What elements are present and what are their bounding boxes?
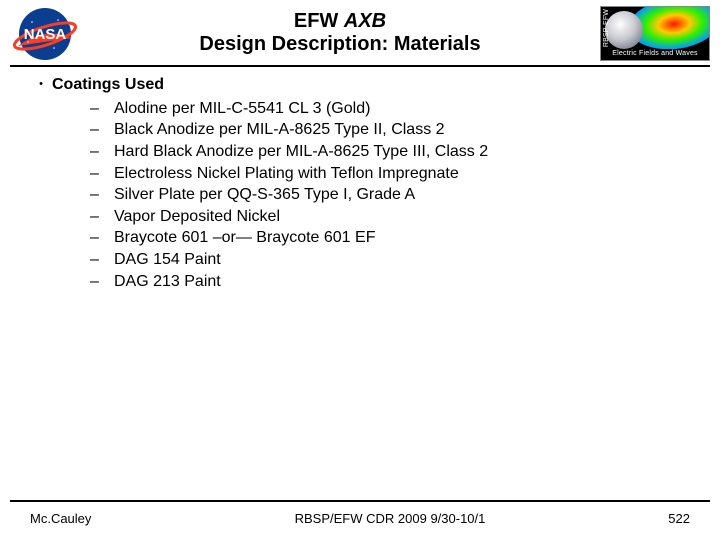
list-item: –Electroless Nickel Plating with Teflon … [90, 163, 690, 185]
footer-event: RBSP/EFW CDR 2009 9/30-10/1 [150, 511, 630, 526]
list-item: –Silver Plate per QQ-S-365 Type I, Grade… [90, 184, 690, 206]
list-item: –Hard Black Anodize per MIL-A-8625 Type … [90, 141, 690, 163]
list-item-text: Alodine per MIL-C-5541 CL 3 (Gold) [114, 98, 370, 120]
dash-mark: – [90, 206, 114, 228]
nasa-logo-text: NASA [24, 26, 67, 43]
rbsp-caption: Electric Fields and Waves [601, 49, 709, 58]
footer-divider [10, 500, 710, 502]
dash-mark: – [90, 141, 114, 163]
dash-mark: – [90, 227, 114, 249]
list-item: –DAG 154 Paint [90, 249, 690, 271]
slide-footer: Mc.Cauley RBSP/EFW CDR 2009 9/30-10/1 52… [0, 511, 720, 526]
list-item-text: DAG 213 Paint [114, 271, 221, 293]
dash-mark: – [90, 271, 114, 293]
rbsp-efw-logo: RBSP-EFW Electric Fields and Waves [600, 6, 710, 61]
title-line1-italic: AXB [344, 10, 386, 32]
dash-mark: – [90, 249, 114, 271]
bullet-mark: • [30, 75, 52, 90]
list-item: –Vapor Deposited Nickel [90, 206, 690, 228]
list-item-text: Hard Black Anodize per MIL-A-8625 Type I… [114, 141, 488, 163]
slide-header: NASA EFW AXB Design Description: Materia… [0, 0, 720, 61]
list-item: –DAG 213 Paint [90, 271, 690, 293]
rbsp-side-label: RBSP-EFW [603, 9, 610, 47]
dash-mark: – [90, 184, 114, 206]
coatings-list: –Alodine per MIL-C-5541 CL 3 (Gold) –Bla… [30, 98, 690, 292]
list-item-text: Black Anodize per MIL-A-8625 Type II, Cl… [114, 119, 445, 141]
dash-mark: – [90, 98, 114, 120]
footer-author: Mc.Cauley [30, 511, 150, 526]
content-heading: Coatings Used [52, 75, 164, 96]
list-item: –Braycote 601 –or— Braycote 601 EF [90, 227, 690, 249]
rbsp-planet [605, 11, 643, 49]
dash-mark: – [90, 163, 114, 185]
title-line2: Design Description: Materials [80, 33, 600, 56]
dash-mark: – [90, 119, 114, 141]
slide-content: • Coatings Used –Alodine per MIL-C-5541 … [0, 75, 720, 292]
list-item-text: Electroless Nickel Plating with Teflon I… [114, 163, 459, 185]
nasa-logo: NASA [10, 6, 80, 61]
title-line1-normal: EFW [294, 10, 344, 32]
list-item-text: Vapor Deposited Nickel [114, 206, 280, 228]
footer-page-number: 522 [630, 511, 690, 526]
bullet-item: • Coatings Used [30, 75, 690, 96]
list-item-text: Braycote 601 –or— Braycote 601 EF [114, 227, 375, 249]
list-item-text: Silver Plate per QQ-S-365 Type I, Grade … [114, 184, 415, 206]
list-item: –Alodine per MIL-C-5541 CL 3 (Gold) [90, 98, 690, 120]
header-divider [10, 65, 710, 67]
list-item: –Black Anodize per MIL-A-8625 Type II, C… [90, 119, 690, 141]
slide-title: EFW AXB Design Description: Materials [80, 6, 600, 56]
list-item-text: DAG 154 Paint [114, 249, 221, 271]
